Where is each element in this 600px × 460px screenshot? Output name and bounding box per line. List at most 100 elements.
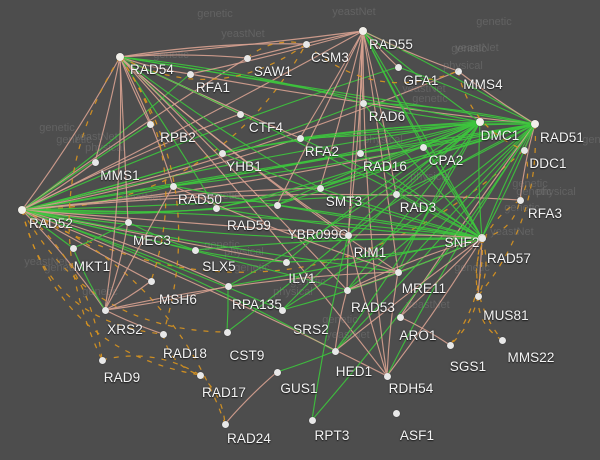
graph-edge (395, 123, 536, 195)
graph-edge (119, 56, 321, 189)
graph-edge (21, 121, 481, 211)
graph-edge (21, 161, 96, 211)
graph-edge (101, 355, 201, 376)
graph-edge (227, 121, 481, 287)
graph-edge (346, 121, 481, 291)
graph-edge (362, 102, 483, 239)
graph-edge (276, 204, 483, 239)
graph-edge (104, 56, 122, 311)
graph-edge (281, 121, 481, 311)
graph-edge (119, 30, 364, 58)
graph-edge (104, 285, 229, 311)
graph-edge (449, 237, 483, 346)
graph-edge (104, 309, 164, 335)
graph-edge (346, 271, 399, 291)
graph-edge (119, 56, 388, 377)
graph-edge (386, 237, 483, 377)
graph-edge (21, 57, 248, 211)
graph-edge (362, 30, 481, 123)
graph-edge (519, 123, 536, 201)
graph-edge (362, 102, 536, 125)
graph-edge (21, 209, 283, 311)
graph-edge (319, 30, 364, 189)
graph-edge (119, 56, 180, 335)
graph-edge (457, 70, 536, 125)
graph-edge (21, 152, 223, 211)
graph-edge (104, 271, 399, 311)
graph-edge (221, 121, 481, 154)
graph-edge (347, 234, 388, 377)
graph-edge (194, 237, 483, 251)
graph-edge (104, 185, 174, 311)
graph-edge (362, 30, 399, 273)
graph-edge (299, 30, 364, 139)
graph-edge (347, 234, 483, 239)
graph-edge (72, 221, 129, 249)
graph-edge (119, 43, 307, 80)
graph-edge (68, 56, 121, 361)
graph-edge (119, 56, 399, 273)
graph-edge (334, 289, 348, 352)
graph-edge (519, 149, 529, 201)
graph-edge (395, 193, 483, 239)
graph-edge (21, 56, 121, 211)
graph-edge (386, 271, 399, 377)
graph-edge (226, 285, 229, 333)
graph-edge (172, 185, 483, 239)
graph-edge (399, 316, 451, 346)
graph-edge (481, 123, 536, 239)
graph-edge (194, 249, 287, 263)
graph-edge (334, 123, 536, 352)
graph-edge (362, 30, 459, 72)
graph-edge (224, 371, 278, 425)
graph-edge (347, 30, 364, 236)
graph-edge (215, 123, 536, 209)
graph-edge (21, 209, 336, 352)
graph-edge (21, 209, 229, 287)
graph-edge (119, 56, 151, 125)
graph-edge (334, 121, 481, 352)
graph-edge (422, 146, 483, 239)
graph-edge (21, 209, 388, 377)
graph-edge (72, 247, 106, 311)
graph-edge (215, 121, 481, 209)
graph-edge (199, 374, 226, 425)
graph-edge (21, 209, 103, 361)
graph-edge (422, 123, 536, 148)
graph-edge (119, 56, 191, 75)
graph-edge (104, 221, 129, 311)
graph-edge (119, 56, 483, 239)
graph-edge (127, 221, 196, 251)
graph-edge (119, 56, 167, 282)
graph-edge (189, 30, 364, 75)
graph-edge (276, 123, 536, 206)
graph-edge (104, 280, 152, 311)
graph-edge (346, 30, 364, 291)
graph-edge (311, 234, 349, 421)
graph-edge (475, 199, 521, 297)
graph-edge (119, 56, 217, 209)
graph-edge (281, 237, 483, 311)
graph-edge (119, 43, 307, 58)
graph-edge (276, 350, 336, 373)
graph-edge (399, 237, 483, 318)
graph-edge (397, 123, 536, 273)
graph-edge (311, 123, 536, 421)
graph-edge (362, 102, 481, 123)
graph-edge (119, 56, 348, 291)
graph-edge (94, 56, 121, 163)
graph-edge (476, 237, 503, 341)
graph-edge (319, 187, 483, 239)
graph-edge (119, 56, 174, 187)
graph-edge (21, 209, 348, 291)
graph-edge (21, 43, 307, 211)
graph-edge (21, 66, 399, 211)
graph-edge (221, 152, 483, 239)
graph-edge (21, 209, 74, 249)
graph-edge (276, 121, 481, 206)
graph-edge (21, 123, 151, 211)
graph-edge (359, 152, 483, 239)
graph-edge (334, 237, 483, 352)
graph-edge (276, 30, 364, 206)
